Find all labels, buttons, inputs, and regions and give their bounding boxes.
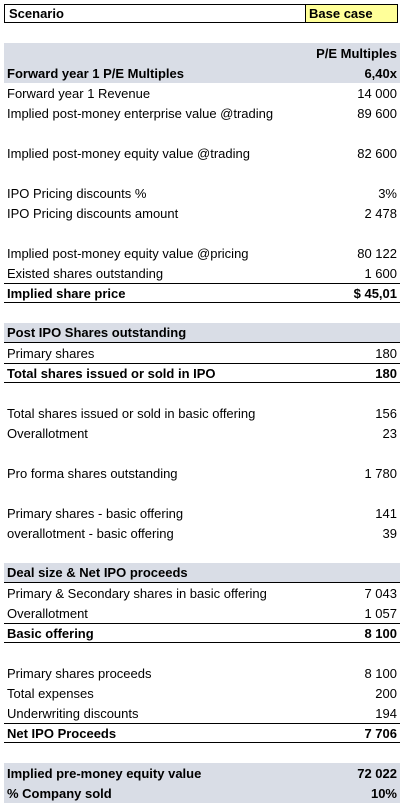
sheet-row: Underwriting discounts 194 [4,703,400,723]
row-label: overallotment - basic offering [7,525,174,541]
row-label: Primary shares - basic offering [7,505,184,521]
row-label: Implied post-money enterprise value @tra… [7,105,274,121]
spacer [4,643,400,663]
column-header-row: P/E Multiples [4,43,400,63]
row-value[interactable]: 3% [378,185,397,201]
row-value[interactable]: 14 000 [357,85,397,101]
row-value[interactable]: 23 [382,425,397,441]
row-value[interactable]: 1 057 [364,605,397,621]
row-label: % Company sold [7,785,112,801]
spacer [4,223,400,243]
row-label: Existed shares outstanding [7,265,164,281]
sheet-row: Primary & Secondary shares in basic offe… [4,583,400,603]
row-value[interactable]: $ 45,01 [353,285,397,301]
row-value[interactable]: 180 [375,365,397,381]
pe-title-row: Forward year 1 P/E Multiples 6,40x [4,63,400,83]
row-label: Net IPO Proceeds [7,725,117,741]
spacer [4,483,400,503]
row-label: Underwriting discounts [7,705,139,721]
company-sold-row: % Company sold 10% [4,783,400,803]
row-label: Total expenses [7,685,94,701]
scenario-row: Scenario Base case [4,4,398,23]
spacer [4,163,400,183]
row-value[interactable]: 1 780 [364,465,397,481]
scenario-label: Scenario [5,5,305,22]
sheet-row: Existed shares outstanding 1 600 [4,263,400,283]
row-label: Pro forma shares outstanding [7,465,178,481]
spacer [4,443,400,463]
row-value[interactable]: 7 706 [364,725,397,741]
row-label: Implied post-money equity value @trading [7,145,250,161]
sheet-row: Pro forma shares outstanding 1 780 [4,463,400,483]
spacer [4,543,400,563]
premoney-row: Implied pre-money equity value 72 022 [4,763,400,783]
row-value[interactable]: 8 100 [364,665,397,681]
row-label: Total shares issued or sold in basic off… [7,405,256,421]
share-price-row: Implied share price $ 45,01 [4,283,400,303]
sheet-row: Implied post-money equity value @trading… [4,143,400,163]
sheet-row: Total shares issued or sold in basic off… [4,403,400,423]
sheet-row: Forward year 1 Revenue 14 000 [4,83,400,103]
sheet-row: Primary shares 180 [4,343,400,363]
spacer [4,303,400,323]
spacer [4,743,400,763]
sheet-row: IPO Pricing discounts % 3% [4,183,400,203]
row-value[interactable]: 7 043 [364,585,397,601]
sheet-row: Primary shares proceeds 8 100 [4,663,400,683]
sheet-row: overallotment - basic offering 39 [4,523,400,543]
column-header: P/E Multiples [316,45,397,61]
row-label: Implied share price [7,285,126,301]
row-label: Overallotment [7,425,88,441]
row-label: IPO Pricing discounts % [7,185,147,201]
sheet-row: Overallotment 1 057 [4,603,400,623]
sheet-row: Total expenses 200 [4,683,400,703]
row-label: Overallotment [7,605,88,621]
total-ipo-row: Total shares issued or sold in IPO 180 [4,363,400,383]
row-value[interactable]: 1 600 [364,265,397,281]
section-header-shares: Post IPO Shares outstanding [4,323,400,343]
sheet-row: IPO Pricing discounts amount 2 478 [4,203,400,223]
row-value[interactable]: 10% [370,785,397,801]
row-label: Implied pre-money equity value [7,765,202,781]
row-value[interactable]: 8 100 [364,625,397,641]
sheet-row: Primary shares - basic offering 141 [4,503,400,523]
row-label: Forward year 1 Revenue [7,85,151,101]
section-header-deal: Deal size & Net IPO proceeds [4,563,400,583]
row-value[interactable]: 80 122 [357,245,397,261]
row-value[interactable]: 2 478 [364,205,397,221]
net-proceeds-row: Net IPO Proceeds 7 706 [4,723,400,743]
row-label: IPO Pricing discounts amount [7,205,179,221]
section-title: Deal size & Net IPO proceeds [7,565,188,580]
row-label: Total shares issued or sold in IPO [7,365,216,381]
row-label: Forward year 1 P/E Multiples [7,65,184,81]
row-value[interactable]: 72 022 [357,765,397,781]
row-value[interactable]: 180 [375,345,397,361]
sheet-row: Overallotment 23 [4,423,400,443]
row-label: Primary shares proceeds [7,665,152,681]
row-value[interactable]: 156 [375,405,397,421]
section-title: Post IPO Shares outstanding [7,325,187,340]
row-label: Implied post-money equity value @pricing [7,245,249,261]
row-label: Primary & Secondary shares in basic offe… [7,585,267,601]
sheet-row: Implied post-money enterprise value @tra… [4,103,400,123]
row-value[interactable]: 141 [375,505,397,521]
row-value[interactable]: 89 600 [357,105,397,121]
row-label: Primary shares [7,345,95,361]
row-value[interactable]: 6,40x [364,65,397,81]
spacer [4,383,400,403]
row-value[interactable]: 194 [375,705,397,721]
basic-offering-row: Basic offering 8 100 [4,623,400,643]
row-value[interactable]: 39 [382,525,397,541]
valuation-sheet: P/E Multiples Forward year 1 P/E Multipl… [4,43,400,803]
sheet-row: Implied post-money equity value @pricing… [4,243,400,263]
row-label: Basic offering [7,625,94,641]
row-value[interactable]: 200 [375,685,397,701]
scenario-value-cell[interactable]: Base case [305,5,397,22]
spacer [4,123,400,143]
row-value[interactable]: 82 600 [357,145,397,161]
